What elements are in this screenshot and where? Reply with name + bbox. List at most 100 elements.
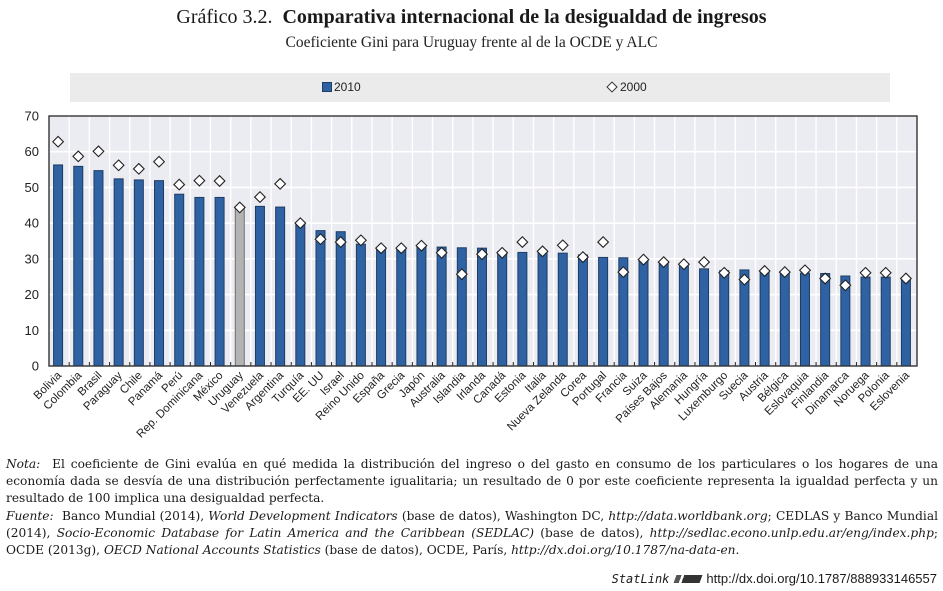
diamond-2000: [718, 266, 731, 279]
diamond-2000: [617, 265, 630, 279]
diamond-2000: [233, 201, 246, 214]
diamond-2000: [697, 255, 711, 269]
chart-title: Gráfico 3.2. Comparativa internacional d…: [0, 6, 943, 29]
fuente-text: (base de datos), Washington DC,: [401, 508, 605, 523]
diamond-2000: [496, 246, 509, 259]
diamond-2000: [778, 265, 791, 279]
bar-2010: [355, 243, 366, 367]
diamond-2000: [475, 248, 489, 261]
diamond-2000: [395, 242, 408, 255]
bar-2010: [234, 207, 245, 367]
y-tick-label: 70: [25, 109, 39, 124]
bar-2010: [315, 230, 326, 367]
bar-2010: [658, 261, 669, 367]
bar-2010: [537, 251, 548, 367]
bar-2010: [113, 178, 124, 367]
diamond-2000: [576, 250, 590, 264]
bar-2010: [335, 231, 346, 367]
footnote: Nota: El coeficiente de Gini evalúa en q…: [6, 456, 938, 559]
fuente-text: (base de datos), OCDE, París,: [324, 543, 508, 558]
diamond-2000: [819, 272, 832, 285]
diamond-2000: [455, 268, 468, 281]
bar-2010: [638, 259, 649, 367]
bar-2010: [577, 254, 588, 367]
nota-label: Nota:: [6, 457, 41, 471]
diamond-2000: [637, 253, 650, 266]
bar-2010: [497, 251, 508, 367]
bar-2010: [295, 223, 306, 367]
bar-2010: [779, 271, 790, 367]
chart-subtitle: Coeficiente Gini para Uruguay frente al …: [285, 34, 658, 51]
source-link[interactable]: http://dx.doi.org/10.1787/na-data-en: [511, 543, 736, 558]
bar-2010: [174, 193, 185, 367]
chart-title-number: Gráfico 3.2.: [176, 6, 273, 28]
bar-2010: [719, 270, 730, 367]
diamond-swatch-icon: [606, 81, 618, 93]
y-tick-label: 10: [25, 323, 39, 338]
diamond-2000: [415, 239, 428, 252]
diamond-2000: [758, 264, 771, 278]
statlink-logo-icon: [673, 574, 703, 583]
statlink-label: StatLink: [611, 571, 670, 586]
source-title: World Development Indicators: [208, 508, 398, 523]
legend-item-2000: 2000: [606, 80, 647, 94]
diamond-2000: [374, 242, 388, 255]
bar-2010: [436, 246, 447, 367]
bar-2010: [880, 276, 891, 367]
diamond-2000: [435, 246, 448, 259]
bar-2010: [154, 180, 165, 367]
y-tick-label: 60: [25, 144, 39, 159]
diamond-2000: [72, 150, 85, 163]
bar-2010: [73, 165, 84, 367]
bar-2010: [194, 196, 205, 367]
bar-2010: [557, 252, 568, 367]
y-tick-label: 20: [25, 287, 39, 302]
bar-2010: [598, 256, 609, 367]
bar-2010: [53, 164, 64, 367]
diamond-2000: [516, 235, 529, 249]
plot-frame: [48, 115, 918, 367]
statlink-url[interactable]: http://dx.doi.org/10.1787/888933146557: [706, 571, 937, 586]
diamond-2000: [213, 174, 226, 188]
diamond-2000: [657, 255, 670, 269]
y-tick-label: 0: [32, 359, 39, 374]
bar-2010: [799, 272, 810, 367]
diamond-2000: [334, 235, 347, 249]
bar-2010: [376, 247, 387, 367]
diamond-2000: [798, 264, 812, 277]
bar-2010: [416, 245, 427, 367]
fuente-text: .: [735, 543, 740, 558]
diamond-2000: [738, 273, 751, 286]
diamond-2000: [152, 155, 166, 168]
nota-text: El coeficiente de Gini evalúa en qué med…: [6, 457, 938, 506]
bar-2010: [477, 247, 487, 367]
diamond-2000: [92, 145, 105, 158]
source-link[interactable]: http://data.worldbank.org: [608, 508, 768, 523]
fuente-label: Fuente:: [6, 508, 54, 523]
diamond-2000: [274, 177, 287, 190]
legend-label-2000: 2000: [620, 80, 647, 94]
diamond-2000: [859, 266, 872, 279]
fuente-text: Banco Mundial (2014),: [62, 508, 205, 523]
diamond-2000: [597, 235, 610, 249]
bar-2010: [820, 273, 831, 367]
legend-item-2010: 2010: [322, 80, 361, 94]
diamond-2000: [839, 279, 852, 292]
legend: 2010 2000: [70, 73, 890, 102]
legend-label-2010: 2010: [334, 80, 361, 94]
source-title: OECD National Accounts Statistics: [103, 543, 321, 558]
diamond-2000: [193, 174, 206, 187]
bar-2010: [214, 196, 225, 367]
source-link[interactable]: http://sedlac.econo.unlp.edu.ar/eng/inde…: [649, 525, 934, 540]
diamond-2000: [354, 234, 367, 247]
bar-2010: [93, 170, 104, 367]
diamond-2000: [173, 178, 186, 191]
bar-2010: [133, 179, 144, 367]
source-title: Socio-Economic Database for Latin Americ…: [56, 525, 534, 540]
bar-2010: [759, 271, 770, 367]
fuente-text: ; OCDE (2013g),: [6, 525, 938, 558]
bar-2010: [860, 276, 871, 367]
bar-swatch-icon: [322, 82, 332, 92]
diamond-2000: [112, 159, 125, 172]
